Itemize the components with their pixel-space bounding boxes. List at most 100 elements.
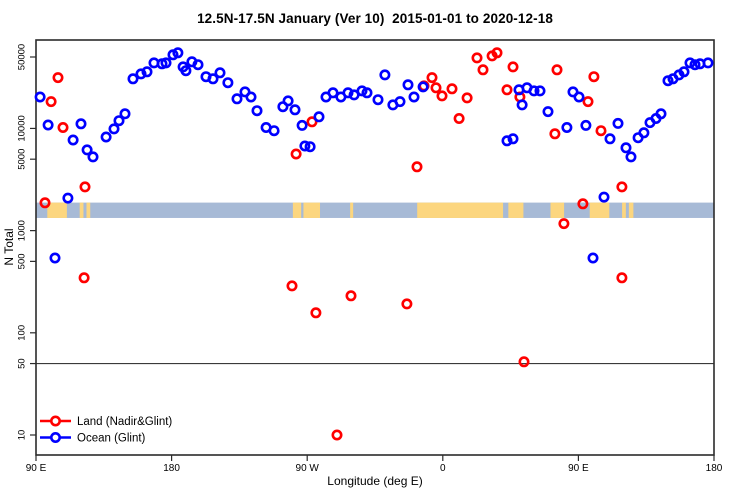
ocean-point xyxy=(587,252,599,264)
legend-item-label: Ocean (Glint) xyxy=(77,433,146,445)
ocean-point xyxy=(141,66,153,78)
ocean-point xyxy=(180,65,192,77)
land-point xyxy=(477,64,489,76)
ocean-point xyxy=(580,119,592,131)
map-band-land-segment xyxy=(79,202,84,218)
ocean-point xyxy=(408,91,420,103)
ocean-point xyxy=(127,73,139,85)
ocean-point xyxy=(214,67,226,79)
map-band-land-segment xyxy=(628,202,634,218)
land-point xyxy=(595,125,607,137)
ocean-point xyxy=(620,142,632,154)
map-band-land-segment xyxy=(508,202,524,218)
land-point xyxy=(39,197,51,209)
land-point xyxy=(588,71,600,83)
land-point xyxy=(577,198,589,210)
land-point xyxy=(616,272,628,284)
ocean-point xyxy=(655,108,667,120)
ocean-point xyxy=(379,69,391,81)
legend-item-label: Land (Nadir&Glint) xyxy=(77,416,172,428)
ocean-point xyxy=(528,85,540,97)
y-tick-label: 10000 xyxy=(17,115,28,141)
ocean-point xyxy=(42,119,54,131)
ocean-point xyxy=(598,191,610,203)
x-tick-label: 90 E xyxy=(26,463,47,474)
ocean-point xyxy=(662,75,674,87)
legend-symbol-circle xyxy=(49,415,61,427)
ocean-point xyxy=(296,119,308,131)
ocean-point xyxy=(342,87,354,99)
x-tick-label: 180 xyxy=(163,463,180,474)
ocean-point xyxy=(34,91,46,103)
y-tick-label: 50 xyxy=(17,358,28,369)
ocean-point xyxy=(604,133,616,145)
ocean-point xyxy=(172,47,184,59)
map-band-land-segment xyxy=(350,202,354,218)
x-tick-label: 90 W xyxy=(296,463,320,474)
ocean-point xyxy=(361,87,373,99)
land-point xyxy=(310,307,322,319)
y-tick-label: 10 xyxy=(17,430,28,441)
map-band-ocean xyxy=(36,202,714,218)
map-band-land-segment xyxy=(589,202,610,218)
land-point xyxy=(582,96,594,108)
plot-box xyxy=(35,39,715,456)
y-tick-label: 50000 xyxy=(17,44,28,70)
map-band-land-segment xyxy=(417,202,504,218)
land-point xyxy=(616,181,628,193)
ocean-point xyxy=(289,104,301,116)
ocean-point xyxy=(282,95,294,107)
ocean-point xyxy=(534,85,546,97)
ocean-point xyxy=(87,151,99,163)
ocean-point xyxy=(702,57,714,69)
land-point xyxy=(507,61,519,73)
x-tick-label: 180 xyxy=(706,463,723,474)
land-point xyxy=(78,272,90,284)
map-band-land-segment xyxy=(622,202,626,218)
ocean-point xyxy=(372,94,384,106)
land-point xyxy=(518,356,530,368)
ocean-point xyxy=(245,91,257,103)
map-band-land-segment xyxy=(86,202,91,218)
land-point xyxy=(446,83,458,95)
ocean-point xyxy=(62,192,74,204)
ocean-point xyxy=(268,125,280,137)
map-band-land-segment xyxy=(47,202,67,218)
y-tick-label: 100 xyxy=(17,325,28,341)
ocean-point xyxy=(108,123,120,135)
ocean-point xyxy=(689,59,701,71)
ocean-point xyxy=(160,57,172,69)
land-point xyxy=(549,128,561,140)
land-point xyxy=(558,218,570,230)
land-point xyxy=(290,148,302,160)
map-band-land-segment xyxy=(550,202,565,218)
land-point xyxy=(306,116,318,128)
ocean-point xyxy=(313,111,325,123)
y-tick-label: 500 xyxy=(17,253,28,269)
ocean-point xyxy=(222,77,234,89)
ocean-point xyxy=(402,79,414,91)
ocean-point xyxy=(625,151,637,163)
land-point xyxy=(411,161,423,173)
ocean-point xyxy=(638,127,650,139)
ocean-point xyxy=(327,87,339,99)
ocean-point xyxy=(507,133,519,145)
ocean-point xyxy=(119,108,131,120)
legend-symbol-circle xyxy=(49,431,61,443)
y-tick-label: 1000 xyxy=(17,220,28,241)
ocean-point xyxy=(135,68,147,80)
ocean-point xyxy=(542,106,554,118)
land-point xyxy=(345,290,357,302)
y-tick-label: 5000 xyxy=(17,149,28,170)
land-point xyxy=(471,52,483,64)
ocean-point xyxy=(304,141,316,153)
land-point xyxy=(45,96,57,108)
ocean-point xyxy=(299,140,311,152)
ocean-point xyxy=(49,252,61,264)
land-point xyxy=(501,84,513,96)
land-point xyxy=(57,122,69,134)
ocean-point xyxy=(207,73,219,85)
ocean-point xyxy=(684,57,696,69)
